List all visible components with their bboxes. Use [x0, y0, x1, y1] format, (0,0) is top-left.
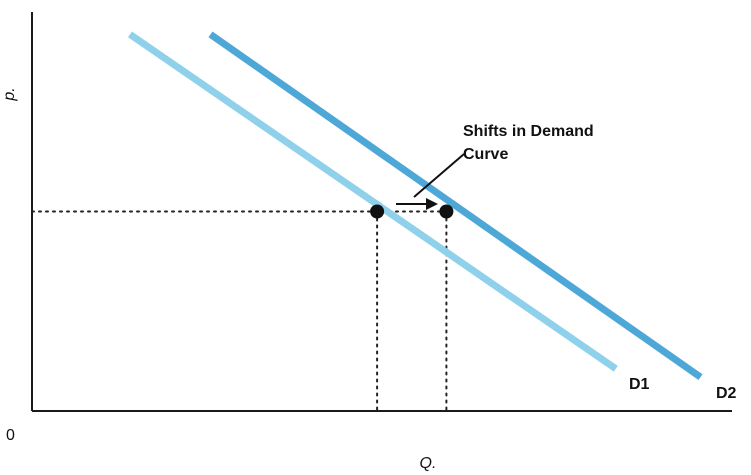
arrow-right-icon — [426, 198, 438, 210]
origin-label: 0 — [6, 427, 15, 444]
annotation-callout-line — [413, 153, 465, 198]
series-label-d2: D2 — [716, 385, 737, 402]
series-line-d1 — [128, 31, 618, 372]
y-axis-label: p. — [1, 87, 18, 101]
series-label-d1: D1 — [629, 376, 650, 393]
x-axis-label: Q. — [420, 455, 437, 472]
equilibrium-point-d2 — [439, 204, 454, 219]
equilibrium-point-d1 — [370, 204, 385, 219]
series-line-d2 — [208, 31, 703, 380]
annotation-line-2: Curve — [463, 146, 508, 163]
annotation-line-1: Shifts in Demand — [463, 123, 594, 140]
